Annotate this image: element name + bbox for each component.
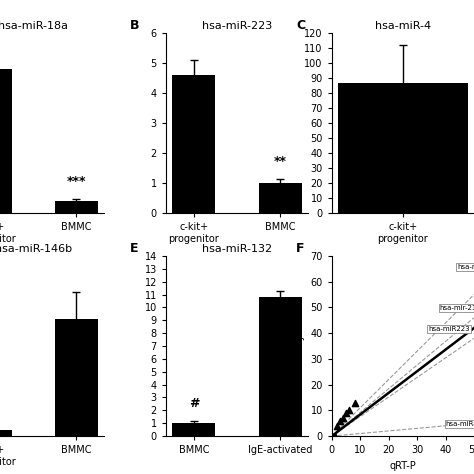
Text: hsa-mir-21: hsa-mir-21 <box>440 305 474 311</box>
Bar <box>55 201 98 213</box>
Text: **: ** <box>273 155 287 168</box>
Y-axis label: array: array <box>295 333 305 359</box>
Text: #: # <box>189 398 199 410</box>
X-axis label: qRT-P: qRT-P <box>390 461 416 471</box>
Bar <box>173 75 216 213</box>
Bar <box>0 430 12 436</box>
Title: hsa-miR-18a: hsa-miR-18a <box>0 21 68 31</box>
Bar <box>173 423 216 436</box>
Point <box>334 422 341 429</box>
Point <box>337 417 344 424</box>
Point <box>339 414 347 422</box>
Title: hsa-miR-132: hsa-miR-132 <box>202 244 272 254</box>
Point <box>331 432 338 440</box>
Text: C: C <box>296 19 305 32</box>
Bar <box>0 69 12 213</box>
Bar <box>55 319 98 436</box>
Bar <box>338 82 467 213</box>
Text: hsa-miR-: hsa-miR- <box>446 421 474 427</box>
Text: E: E <box>130 242 139 255</box>
Bar <box>258 183 301 213</box>
Point <box>351 399 358 406</box>
Title: hsa-miR-223: hsa-miR-223 <box>202 21 272 31</box>
Title: hsa-miR-146b: hsa-miR-146b <box>0 244 72 254</box>
Text: hsa-miR223: hsa-miR223 <box>428 326 470 332</box>
Point <box>345 407 353 414</box>
Bar <box>258 297 301 436</box>
Text: hsa-m: hsa-m <box>457 264 474 270</box>
Text: F: F <box>296 242 305 255</box>
Point <box>342 409 350 417</box>
Text: ***: *** <box>66 175 86 188</box>
Title: hsa-miR-4: hsa-miR-4 <box>375 21 431 31</box>
Text: B: B <box>130 19 140 32</box>
